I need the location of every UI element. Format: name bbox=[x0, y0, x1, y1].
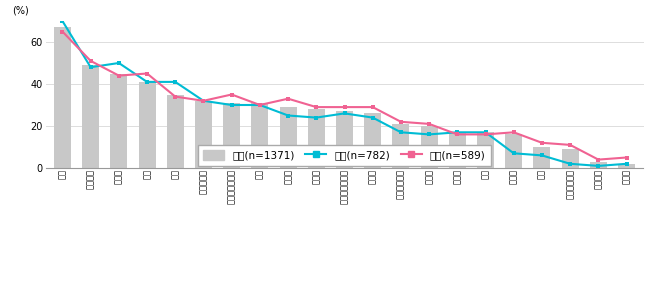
Bar bbox=[223, 103, 240, 168]
Bar bbox=[449, 132, 466, 168]
Bar bbox=[534, 147, 551, 168]
Bar bbox=[393, 124, 410, 168]
Bar bbox=[336, 111, 353, 168]
Bar bbox=[195, 101, 212, 168]
Bar bbox=[82, 65, 99, 168]
Bar bbox=[280, 107, 296, 168]
Bar bbox=[562, 149, 578, 168]
Bar bbox=[505, 134, 522, 168]
Bar bbox=[308, 109, 325, 168]
Bar bbox=[618, 164, 635, 168]
Bar bbox=[138, 82, 155, 168]
Bar bbox=[364, 113, 381, 168]
Legend: 全体(n=1371), 男性(n=782), 女性(n=589): 全体(n=1371), 男性(n=782), 女性(n=589) bbox=[198, 145, 491, 166]
Bar bbox=[590, 162, 607, 168]
Bar bbox=[111, 74, 127, 168]
Bar bbox=[252, 103, 268, 168]
Bar bbox=[167, 94, 184, 168]
Bar bbox=[421, 126, 437, 168]
Bar bbox=[54, 27, 71, 168]
Bar bbox=[477, 132, 494, 168]
Text: (%): (%) bbox=[12, 5, 29, 15]
